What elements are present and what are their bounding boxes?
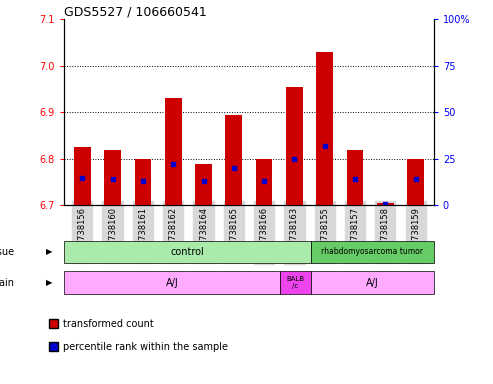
Bar — [311, 241, 434, 263]
Bar — [286, 87, 303, 205]
Bar — [165, 98, 181, 205]
Bar — [280, 271, 311, 294]
Bar — [347, 149, 363, 205]
Text: percentile rank within the sample: percentile rank within the sample — [63, 342, 228, 352]
Bar — [317, 52, 333, 205]
Text: tissue: tissue — [0, 247, 15, 257]
Bar — [225, 115, 242, 205]
Bar — [311, 271, 434, 294]
Bar — [407, 159, 424, 205]
Bar — [377, 203, 394, 205]
Text: GDS5527 / 106660541: GDS5527 / 106660541 — [64, 5, 207, 18]
Bar — [104, 149, 121, 205]
Text: BALB
/c: BALB /c — [286, 276, 304, 289]
Bar — [256, 159, 273, 205]
Bar — [135, 159, 151, 205]
Text: A/J: A/J — [166, 278, 178, 288]
Bar — [195, 164, 212, 205]
Text: ▶: ▶ — [46, 247, 53, 257]
Text: control: control — [171, 247, 204, 257]
Bar — [64, 241, 311, 263]
Text: ▶: ▶ — [46, 278, 53, 287]
Text: strain: strain — [0, 278, 15, 288]
Text: transformed count: transformed count — [63, 319, 154, 329]
Bar — [74, 147, 91, 205]
Text: rhabdomyosarcoma tumor: rhabdomyosarcoma tumor — [321, 247, 423, 257]
Text: A/J: A/J — [366, 278, 379, 288]
Bar — [64, 271, 280, 294]
